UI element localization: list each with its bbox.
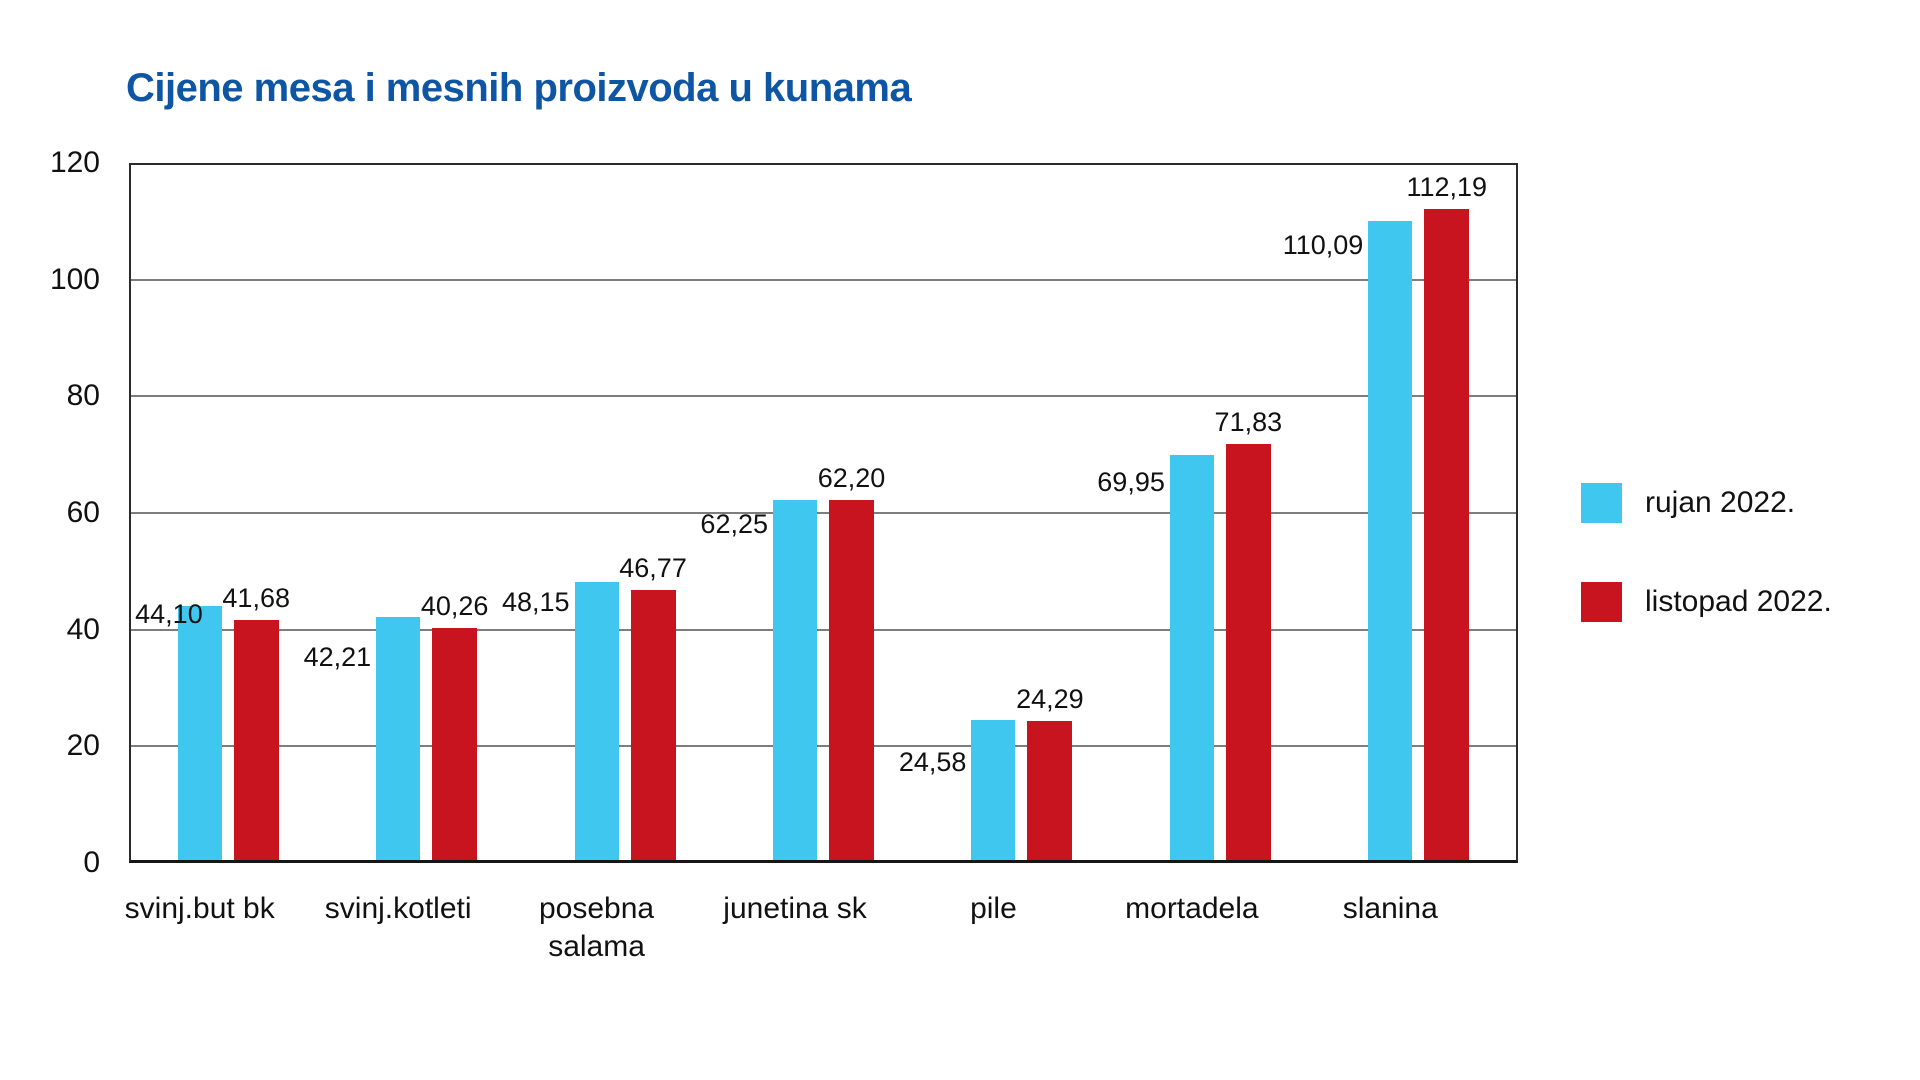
y-tick-label: 20: [66, 729, 100, 763]
bar-rujan: [971, 719, 1016, 863]
bar-listopad: [630, 590, 676, 863]
value-label-rujan: 110,09: [1282, 229, 1364, 260]
value-label-rujan: 62,25: [700, 508, 768, 539]
category-label: slanina: [1342, 892, 1438, 925]
value-label-rujan: 44,10: [135, 598, 203, 629]
bar-listopad: [1424, 208, 1470, 863]
bar-listopad: [1027, 721, 1073, 863]
category-label: pile: [970, 892, 1017, 925]
legend-swatch: [1581, 483, 1622, 523]
value-label-rujan: 24,58: [898, 746, 967, 777]
y-tick-label: 60: [66, 496, 100, 529]
y-tick-label: 120: [49, 146, 100, 179]
bar-rujan: [177, 605, 222, 863]
gridline: [129, 628, 1518, 631]
bar-rujan: [574, 582, 619, 863]
value-label-listopad: 46,77: [619, 553, 687, 584]
legend-item: listopad 2022.: [1581, 582, 1832, 622]
bar-listopad: [432, 628, 478, 863]
value-label-rujan: 42,21: [303, 641, 372, 672]
value-label-rujan: 69,95: [1097, 466, 1165, 497]
value-label-listopad: 40,26: [420, 591, 489, 622]
bar-listopad: [233, 619, 279, 863]
gridline: [129, 512, 1518, 514]
y-tick-label: 40: [66, 612, 100, 646]
bar-rujan: [773, 499, 817, 863]
value-label-rujan: 48,15: [502, 587, 570, 618]
value-label-listopad: 62,20: [817, 463, 886, 494]
chart-title: Cijene mesa i mesnih proizvoda u kunama: [126, 66, 912, 110]
gridline: [129, 395, 1518, 398]
bar-listopad: [1225, 443, 1271, 863]
value-label-listopad: 41,68: [222, 582, 290, 613]
category-label: mortadela: [1125, 892, 1259, 925]
legend-swatch: [1581, 582, 1622, 622]
category-label: junetina sk: [723, 892, 867, 925]
y-tick-label: 80: [66, 379, 100, 413]
legend-item: rujan 2022.: [1581, 483, 1795, 523]
category-label: posebna salama: [539, 892, 655, 963]
gridline: [129, 745, 1518, 748]
value-label-listopad: 71,83: [1214, 406, 1283, 437]
category-label: svinj.but bk: [124, 892, 275, 925]
category-label: svinj.kotleti: [324, 892, 472, 925]
bar-rujan: [1169, 454, 1214, 863]
gridline: [129, 278, 1518, 281]
value-label-listopad: 112,19: [1406, 171, 1488, 202]
value-label-listopad: 24,29: [1016, 684, 1084, 715]
legend-label: listopad 2022.: [1645, 585, 1832, 618]
y-tick-label: 0: [83, 846, 100, 879]
y-tick-label: 100: [49, 262, 100, 296]
legend-label: rujan 2022.: [1645, 486, 1796, 519]
bar-listopad: [829, 500, 874, 863]
bar-rujan: [1368, 220, 1413, 863]
bar-rujan: [376, 616, 421, 863]
